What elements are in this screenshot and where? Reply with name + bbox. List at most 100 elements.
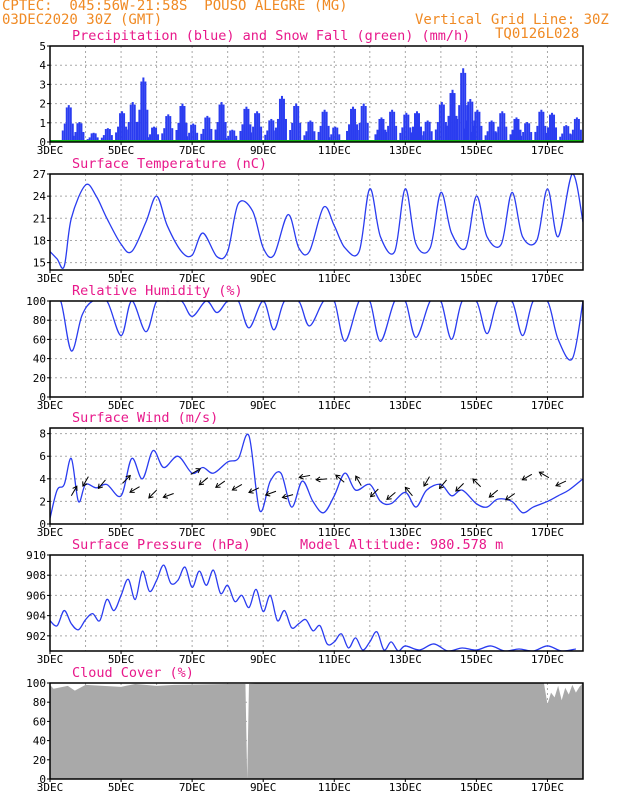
wind-arrow-head bbox=[335, 474, 341, 480]
precip-bar bbox=[161, 133, 164, 142]
precip-bar bbox=[492, 121, 495, 142]
precip-bar bbox=[239, 130, 242, 142]
precip-bar bbox=[434, 129, 437, 142]
panel-2: 0 20 40 60 80 100 3DEC 5DEC 7DEC 9DEC 11DEC 13DEC 15… bbox=[26, 283, 584, 412]
precip-bar bbox=[436, 122, 439, 142]
x-tick-label: 3DEC bbox=[37, 272, 64, 285]
precip-bar bbox=[565, 125, 568, 142]
x-tick-label: 5DEC bbox=[108, 526, 135, 539]
precip-bar bbox=[102, 135, 105, 142]
precip-bar bbox=[216, 122, 219, 142]
panel-title: Cloud Cover (%) bbox=[72, 665, 194, 681]
precip-bar bbox=[241, 124, 244, 142]
precip-bar bbox=[138, 109, 141, 142]
x-tick-label: 5DEC bbox=[108, 272, 135, 285]
wind-arrow-head bbox=[386, 494, 392, 501]
x-tick-label: 13DEC bbox=[389, 781, 422, 794]
precip-bar bbox=[360, 106, 363, 142]
precip-bar bbox=[364, 106, 367, 142]
precip-bar bbox=[449, 93, 452, 142]
precip-bar bbox=[188, 132, 191, 142]
precip-bar bbox=[440, 102, 443, 142]
precip-bar bbox=[264, 134, 267, 142]
precip-bar bbox=[284, 118, 287, 142]
precip-bar bbox=[438, 104, 441, 142]
x-tick-label: 7DEC bbox=[179, 526, 206, 539]
precip-bar bbox=[352, 106, 355, 142]
precip-bar bbox=[561, 133, 564, 142]
precip-bar bbox=[495, 132, 498, 142]
precip-bar bbox=[204, 117, 207, 142]
precip-bar bbox=[254, 113, 257, 142]
x-tick-label: 9DEC bbox=[250, 526, 277, 539]
x-tick-label: 13DEC bbox=[389, 526, 422, 539]
precip-bar bbox=[303, 135, 306, 142]
precip-bar bbox=[250, 132, 253, 142]
precip-bar bbox=[366, 122, 369, 142]
precip-bar bbox=[179, 106, 182, 142]
precip-bar bbox=[171, 128, 174, 142]
precip-bar bbox=[526, 122, 529, 142]
wind-arrow bbox=[505, 493, 516, 501]
precip-bar bbox=[80, 123, 83, 142]
y-tick-label: 0 bbox=[39, 136, 46, 149]
precip-bar bbox=[503, 113, 506, 142]
precip-bar bbox=[490, 120, 493, 142]
panel-5: 0 20 40 60 80 100 3DEC 5DEC 7DEC 9DEC 11DEC 13DEC 15… bbox=[26, 665, 584, 794]
precip-bar bbox=[569, 134, 572, 142]
precip-bar bbox=[463, 128, 466, 142]
wind-arrow-head bbox=[281, 493, 288, 500]
wind-arrow-head bbox=[248, 488, 254, 494]
wind-arrow-head bbox=[521, 475, 528, 481]
x-tick-label: 5DEC bbox=[108, 653, 135, 666]
header-date: 03DEC2020 30Z (GMT) bbox=[2, 12, 163, 28]
wind-arrow-head bbox=[231, 485, 238, 491]
precip-bar bbox=[256, 111, 259, 142]
y-tick-label: 4 bbox=[39, 59, 46, 72]
precip-bar bbox=[289, 130, 292, 142]
x-tick-label: 15DEC bbox=[460, 653, 493, 666]
precip-bar bbox=[90, 133, 93, 142]
precip-bar bbox=[442, 104, 445, 142]
precip-bar bbox=[407, 114, 410, 142]
precip-bar bbox=[133, 104, 136, 142]
y-tick-label: 20 bbox=[33, 372, 46, 385]
precip-bar bbox=[380, 117, 383, 142]
precip-bar bbox=[385, 131, 388, 142]
precip-bar bbox=[579, 129, 582, 142]
x-tick-label: 17DEC bbox=[531, 781, 564, 794]
precip-bar bbox=[167, 114, 170, 142]
precip-bar bbox=[323, 109, 326, 142]
y-tick-label: 4 bbox=[39, 473, 46, 486]
precip-bar bbox=[119, 113, 122, 142]
precip-bar bbox=[522, 132, 525, 142]
precip-bar bbox=[415, 111, 418, 142]
precip-bar bbox=[325, 111, 328, 142]
precip-bar bbox=[96, 137, 99, 142]
y-tick-label: 1 bbox=[39, 117, 46, 130]
wind-arrow-head bbox=[264, 490, 271, 497]
x-tick-label: 5DEC bbox=[108, 144, 135, 157]
y-tick-label: 60 bbox=[33, 715, 46, 728]
wind-arrow bbox=[316, 478, 328, 481]
panel-annotation: Model Altitude: 980.578 m bbox=[300, 537, 503, 553]
precip-bar bbox=[350, 108, 353, 142]
precip-bar bbox=[547, 127, 550, 142]
precip-bar bbox=[235, 135, 238, 142]
wind-arrow-head bbox=[82, 481, 88, 487]
precip-bar bbox=[270, 118, 273, 142]
wind-arrow bbox=[190, 468, 201, 475]
precip-bar bbox=[447, 115, 450, 142]
precip-bar bbox=[567, 126, 570, 142]
precip-bar bbox=[420, 135, 423, 142]
x-tick-label: 3DEC bbox=[37, 653, 64, 666]
precip-bar bbox=[555, 127, 558, 142]
precip-bar bbox=[309, 120, 312, 142]
precip-bar bbox=[575, 117, 578, 142]
precip-bar bbox=[362, 103, 365, 142]
x-tick-label: 17DEC bbox=[531, 272, 564, 285]
x-tick-label: 3DEC bbox=[37, 781, 64, 794]
y-tick-label: 0 bbox=[39, 391, 46, 404]
precip-bar bbox=[409, 132, 412, 142]
x-tick-label: 11DEC bbox=[318, 653, 351, 666]
